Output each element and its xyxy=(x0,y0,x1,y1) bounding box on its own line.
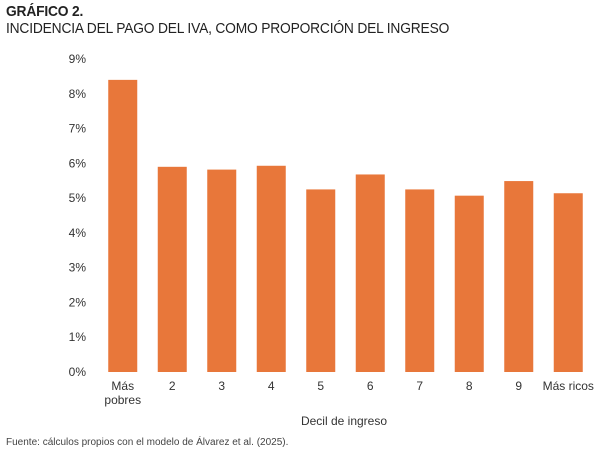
source-note: Fuente: cálculos propios con el modelo d… xyxy=(6,437,289,448)
y-axis: 0% 1% 2% 3% 4% 5% 6% 7% 8% 9% xyxy=(69,52,87,379)
x-tick-label: 3 xyxy=(218,379,225,393)
x-axis: Más pobres 2 3 4 5 6 7 8 9 Más ricos xyxy=(104,379,594,407)
bar xyxy=(207,169,237,372)
bar xyxy=(306,189,336,372)
title-block: GRÁFICO 2. INCIDENCIA DEL PAGO DEL IVA, … xyxy=(6,3,488,37)
x-tick-label: 2 xyxy=(169,379,176,393)
bar xyxy=(504,181,534,372)
y-tick-label: 1% xyxy=(69,330,87,344)
bar xyxy=(405,189,435,372)
bar xyxy=(553,193,583,372)
bars xyxy=(108,79,583,372)
y-tick-label: 2% xyxy=(69,295,87,309)
bar xyxy=(256,165,286,372)
y-tick-label: 5% xyxy=(69,191,87,205)
bar xyxy=(454,195,484,372)
figure-label: GRÁFICO 2. xyxy=(6,3,84,20)
y-tick-label: 9% xyxy=(69,52,87,66)
x-tick-label: 5 xyxy=(317,379,324,393)
y-tick-label: 3% xyxy=(69,261,87,275)
x-tick-label: Más pobres xyxy=(104,379,141,407)
bar xyxy=(108,79,138,372)
x-tick-label: 4 xyxy=(268,379,275,393)
x-tick-label: 8 xyxy=(466,379,473,393)
bar xyxy=(355,174,385,372)
y-tick-label: 6% xyxy=(69,156,87,170)
y-tick-label: 7% xyxy=(69,122,87,136)
x-tick-label: 6 xyxy=(367,379,374,393)
y-tick-label: 4% xyxy=(69,226,87,240)
y-tick-label: 8% xyxy=(69,87,87,101)
y-tick-label: 0% xyxy=(69,365,87,379)
x-axis-title: Decil de ingreso xyxy=(301,414,387,428)
figure-title: INCIDENCIA DEL PAGO DEL IVA, COMO PROPOR… xyxy=(6,20,450,37)
x-tick-label: 7 xyxy=(416,379,423,393)
x-tick-label: 9 xyxy=(515,379,522,393)
x-tick-label: Más ricos xyxy=(543,379,594,393)
bar xyxy=(157,166,187,372)
